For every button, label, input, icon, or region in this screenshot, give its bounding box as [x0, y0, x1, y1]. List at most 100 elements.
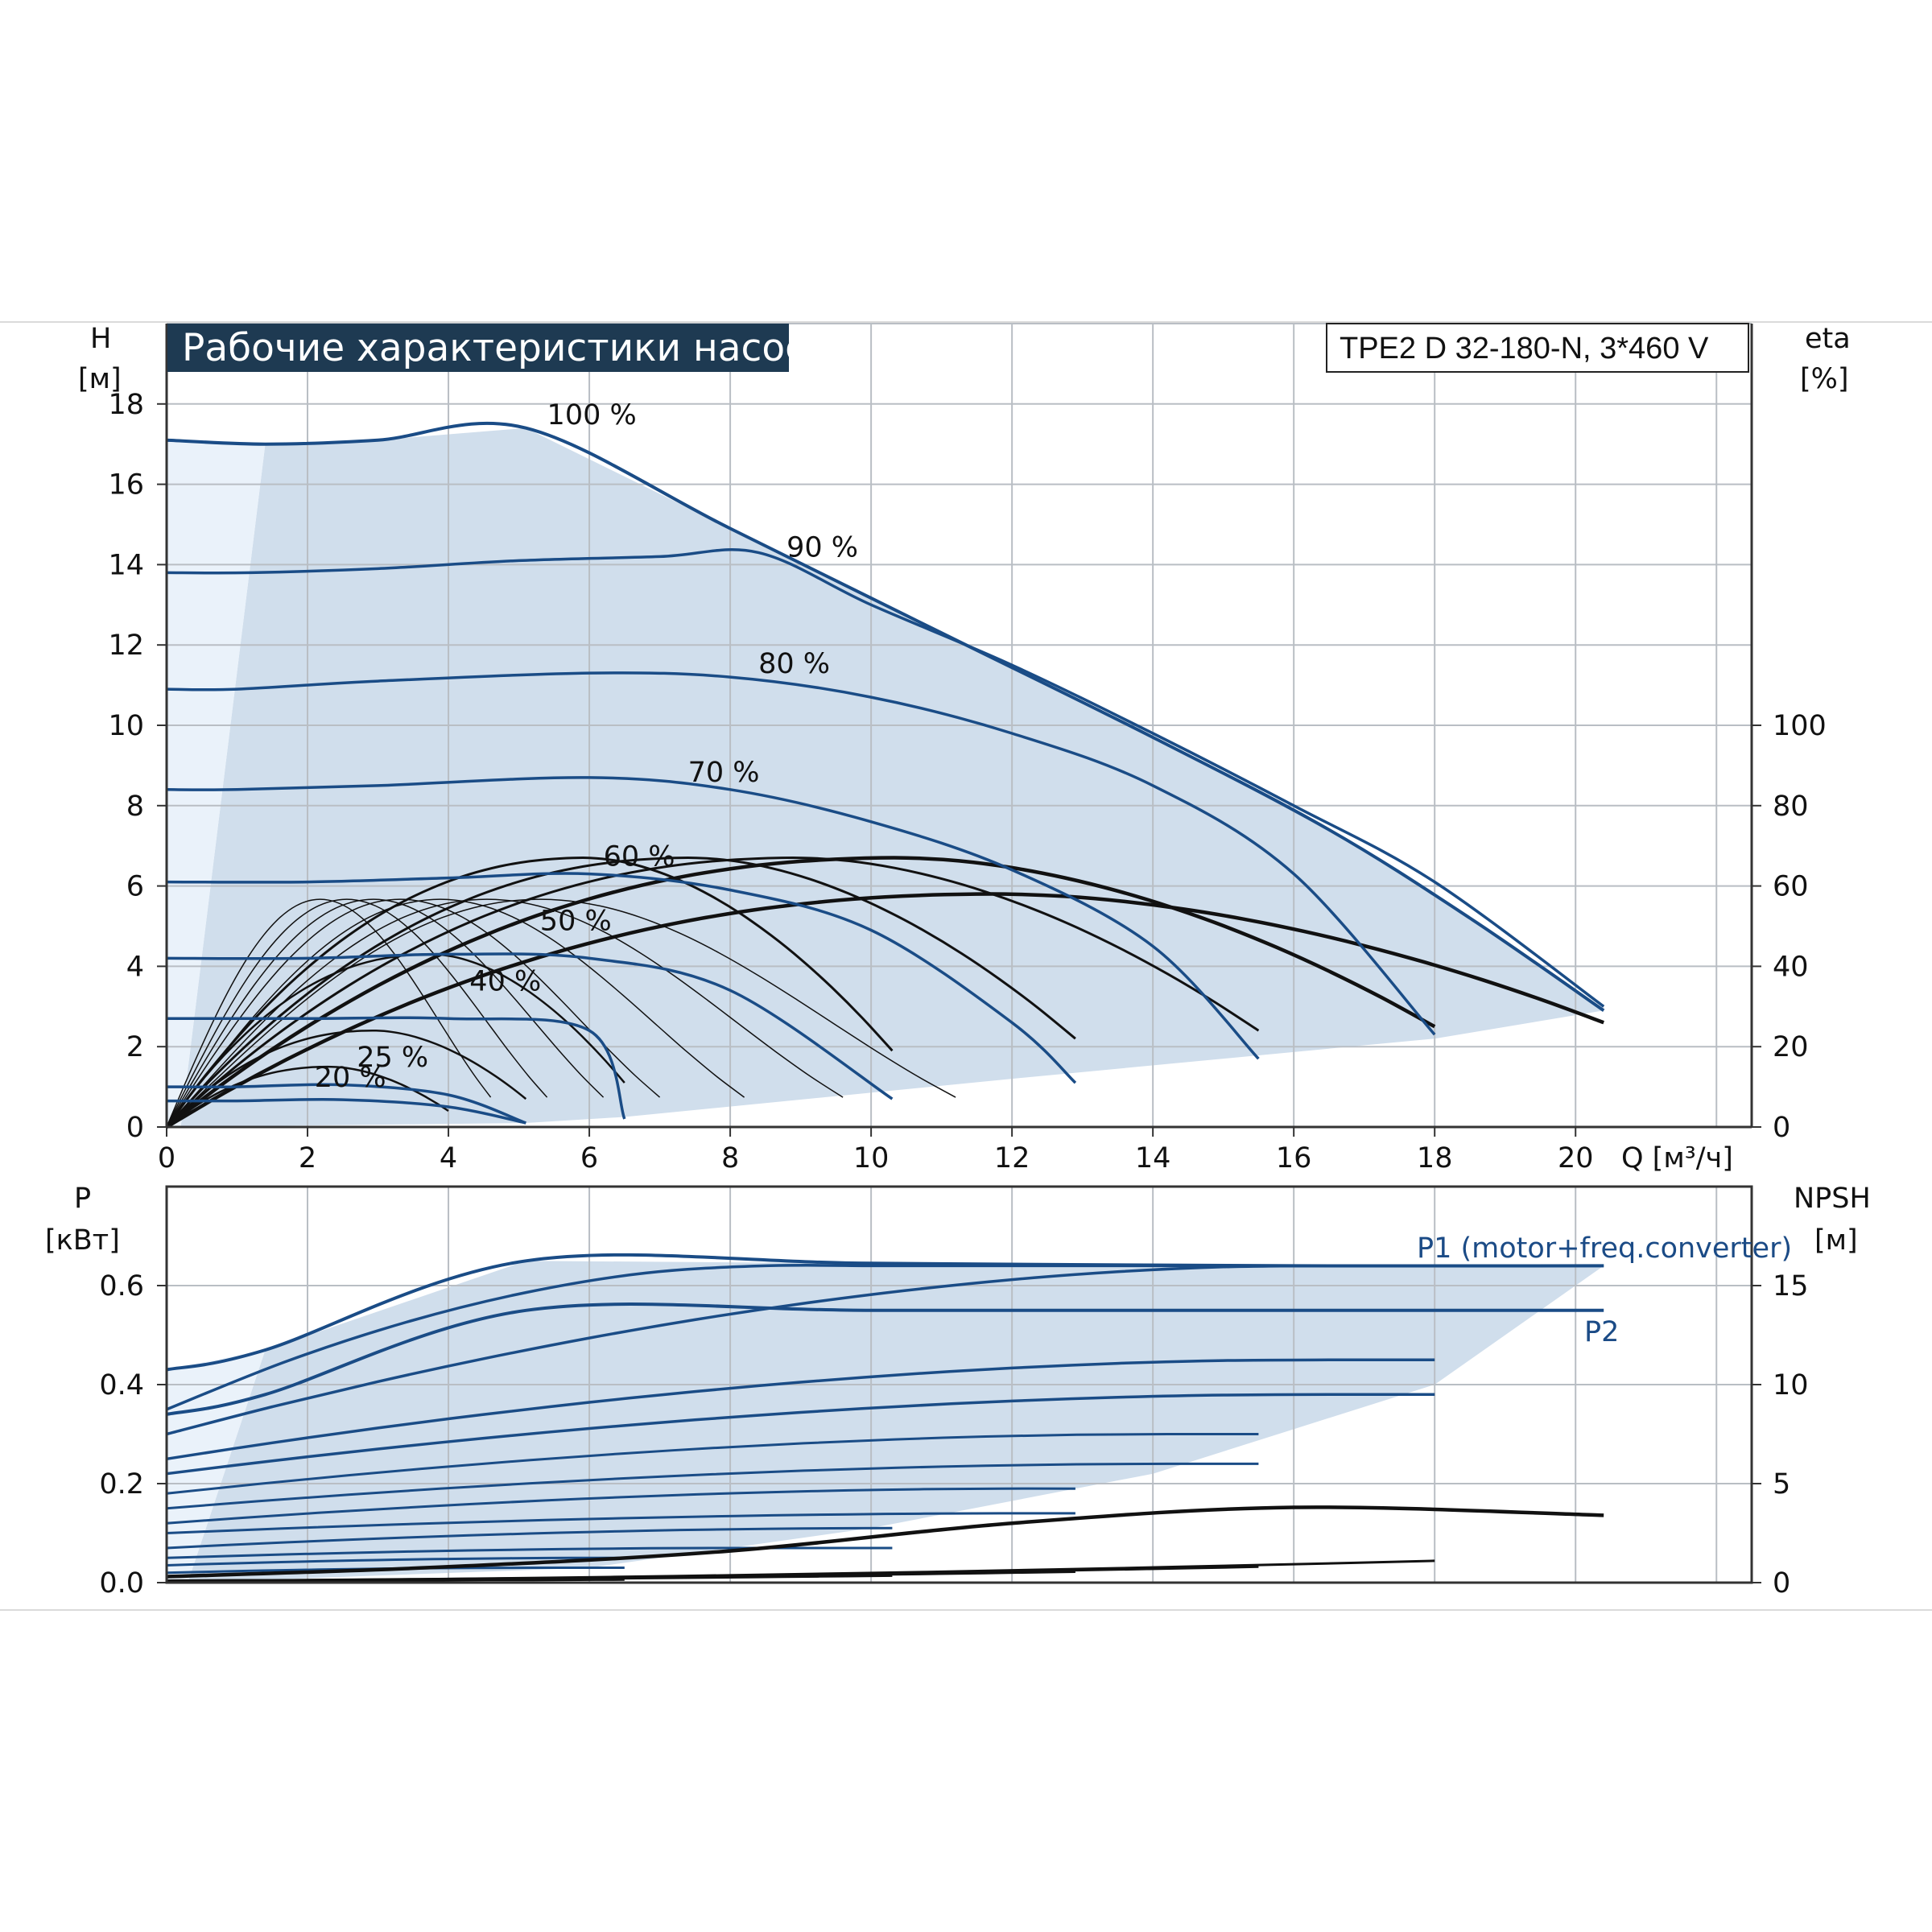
- power-speed-line: [166, 1358, 1435, 1461]
- x-tick-label: 8: [721, 1142, 739, 1174]
- speed-label: 60 %: [604, 841, 675, 873]
- eta-tick-label: 40: [1773, 951, 1809, 983]
- pump-curve: [166, 421, 1605, 1012]
- pump-curve: [166, 872, 1077, 1084]
- chart-title: Рабочие характеристики насоса: [182, 326, 829, 370]
- head-axis-label: H: [90, 323, 111, 355]
- head-axis-unit: [м]: [78, 363, 122, 395]
- y-tick-label: 14: [108, 549, 144, 581]
- npsh-curve: [166, 1505, 1604, 1579]
- model-box: [1326, 323, 1749, 373]
- eta-tick-label: 60: [1773, 871, 1809, 903]
- power-speed-line: [166, 1462, 1259, 1510]
- pump-curve: [166, 547, 1605, 1008]
- efficiency-curve: [165, 856, 894, 1128]
- power-series-line: [166, 1302, 1604, 1416]
- efficiency-curve: [165, 892, 1604, 1129]
- pump-curve: [167, 1016, 626, 1120]
- y-tick-label: 2: [126, 1031, 144, 1063]
- y-tick-label: 4: [126, 951, 144, 983]
- npsh-tick-label: 15: [1773, 1270, 1809, 1302]
- p-tick-label: 0.4: [99, 1369, 144, 1402]
- efficiency-curve: [166, 857, 1260, 1129]
- pump-curve: [166, 1097, 526, 1125]
- pump-curve: [166, 1083, 526, 1125]
- p-tick-label: 0.0: [99, 1567, 144, 1600]
- envelope-region: [180, 427, 1604, 1127]
- efficiency-thin-curve: [166, 898, 956, 1128]
- title-box: [167, 324, 789, 372]
- speed-label: 90 %: [786, 531, 858, 564]
- power-speed-line: [166, 1512, 1075, 1534]
- pump-curve: [166, 671, 1436, 1036]
- p-tick-label: 0.2: [99, 1468, 144, 1501]
- pump-speed-curves: [166, 421, 1605, 1125]
- speed-label: 25 %: [357, 1042, 428, 1074]
- npsh-curves: [166, 1505, 1604, 1582]
- eta-axis-label: eta: [1805, 323, 1851, 355]
- eta-tick-label: 0: [1773, 1112, 1790, 1144]
- power-speed-line: [166, 1556, 625, 1567]
- x-tick-label: 16: [1276, 1142, 1312, 1174]
- y-tick-label: 0: [126, 1112, 144, 1144]
- npsh-speed-curve: [167, 1578, 625, 1582]
- y-tick-label: 6: [126, 871, 144, 903]
- power-curves: [166, 1253, 1604, 1575]
- head-panel: 0 2 4 6 8 10 12 14 16 18 0 20 40 60 80 100 0 2 4 6 8 10 12 14 16…: [78, 323, 1851, 1174]
- eta-axis-unit: [%]: [1800, 363, 1849, 395]
- y-tick-label: 8: [126, 791, 144, 823]
- power-axes: 0.0 0.2 0.4 0.6 0 5 10 15: [99, 1185, 1809, 1600]
- x-tick-label: 14: [1135, 1142, 1171, 1174]
- efficiency-curve: [165, 856, 1436, 1129]
- speed-label: 100 %: [547, 399, 637, 431]
- efficiency-thin-curve: [166, 898, 745, 1128]
- npsh-tick-label: 10: [1773, 1369, 1809, 1402]
- envelope-light-region: [167, 440, 266, 1127]
- efficiency-curve: [166, 1065, 449, 1128]
- power-speed-line: [166, 1487, 1075, 1525]
- pump-curve: [166, 776, 1260, 1060]
- efficiency-thin-curve: [166, 898, 661, 1128]
- npsh-axis-unit: [м]: [1814, 1224, 1858, 1257]
- speed-label: 80 %: [758, 648, 830, 680]
- eta-tick-label: 20: [1773, 1031, 1809, 1063]
- pump-curve: [166, 952, 894, 1100]
- speed-label: 70 %: [688, 757, 760, 789]
- efficiency-curve: [166, 1029, 527, 1128]
- power-axis-unit: [кВт]: [45, 1224, 120, 1257]
- x-tick-label: 2: [299, 1142, 316, 1174]
- power-speed-line: [166, 1432, 1259, 1495]
- power-speed-line: [166, 1393, 1435, 1476]
- x-tick-label: 4: [440, 1142, 457, 1174]
- power-speed-line: [166, 1526, 893, 1550]
- npsh-axis-label: NPSH: [1794, 1183, 1871, 1215]
- power-envelope-region: [188, 1261, 1604, 1583]
- operating-envelope: [167, 427, 1604, 1127]
- speed-label: 20 %: [315, 1062, 386, 1094]
- npsh-tick-label: 5: [1773, 1468, 1790, 1501]
- model-label: TPE2 D 32-180-N, 3*460 V: [1340, 332, 1709, 365]
- speed-label: 50 %: [540, 905, 612, 937]
- x-tick-label: 12: [994, 1142, 1030, 1174]
- power-panel: 0.0 0.2 0.4 0.6 0 5 10 15 P [кВт] NPSH [м] P1 (…: [45, 1183, 1871, 1600]
- x-tick-label: 20: [1558, 1142, 1594, 1174]
- power-axis-label: P: [74, 1183, 91, 1215]
- x-tick-label: 6: [580, 1142, 598, 1174]
- y-tick-label: 18: [108, 389, 144, 421]
- eta-tick-label: 80: [1773, 791, 1809, 823]
- speed-label: 40 %: [469, 965, 541, 997]
- x-tick-label: 10: [853, 1142, 890, 1174]
- x-tick-label: 0: [158, 1142, 175, 1174]
- flow-axis-label: Q [м³/ч]: [1621, 1142, 1733, 1174]
- p-tick-label: 0.6: [99, 1270, 144, 1302]
- p2-series-label: P2: [1584, 1316, 1619, 1348]
- efficiency-thin-curve: [166, 898, 844, 1128]
- y-tick-label: 12: [108, 630, 144, 662]
- eta-tick-label: 100: [1773, 710, 1827, 742]
- y-tick-label: 16: [108, 469, 144, 502]
- power-speed-line: [166, 1264, 1435, 1436]
- y-tick-label: 10: [108, 710, 144, 742]
- p1-series-label: P1 (motor+freq.converter): [1417, 1232, 1792, 1265]
- speed-labels: 100 % 90 % 80 % 70 % 60 % 50 % 40 % 25 %20 %: [315, 399, 858, 1094]
